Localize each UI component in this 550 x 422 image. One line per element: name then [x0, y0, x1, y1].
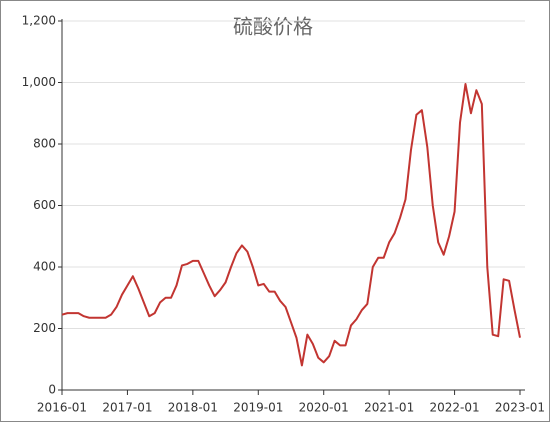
x-tick-label: 2020-01 — [299, 401, 349, 415]
y-tick-label: 400 — [33, 260, 56, 274]
x-tick-label: 2017-01 — [102, 401, 152, 415]
x-tick-label: 2016-01 — [37, 401, 87, 415]
x-tick-label: 2018-01 — [168, 401, 218, 415]
chart-title: 硫酸价格 — [233, 15, 313, 39]
x-tick-label: 2019-01 — [233, 401, 283, 415]
x-tick-label: 2023-01 — [495, 401, 545, 415]
y-tick-label: 800 — [33, 137, 56, 151]
x-tick-label: 2021-01 — [364, 401, 414, 415]
x-tick-label: 2022-01 — [430, 401, 480, 415]
y-tick-label: 1,000 — [22, 75, 56, 89]
y-tick-label: 0 — [48, 383, 56, 397]
y-tick-label: 200 — [33, 321, 56, 335]
series-line — [61, 83, 521, 367]
y-tick-label: 600 — [33, 198, 56, 212]
y-tick-label: 1,200 — [22, 14, 56, 28]
